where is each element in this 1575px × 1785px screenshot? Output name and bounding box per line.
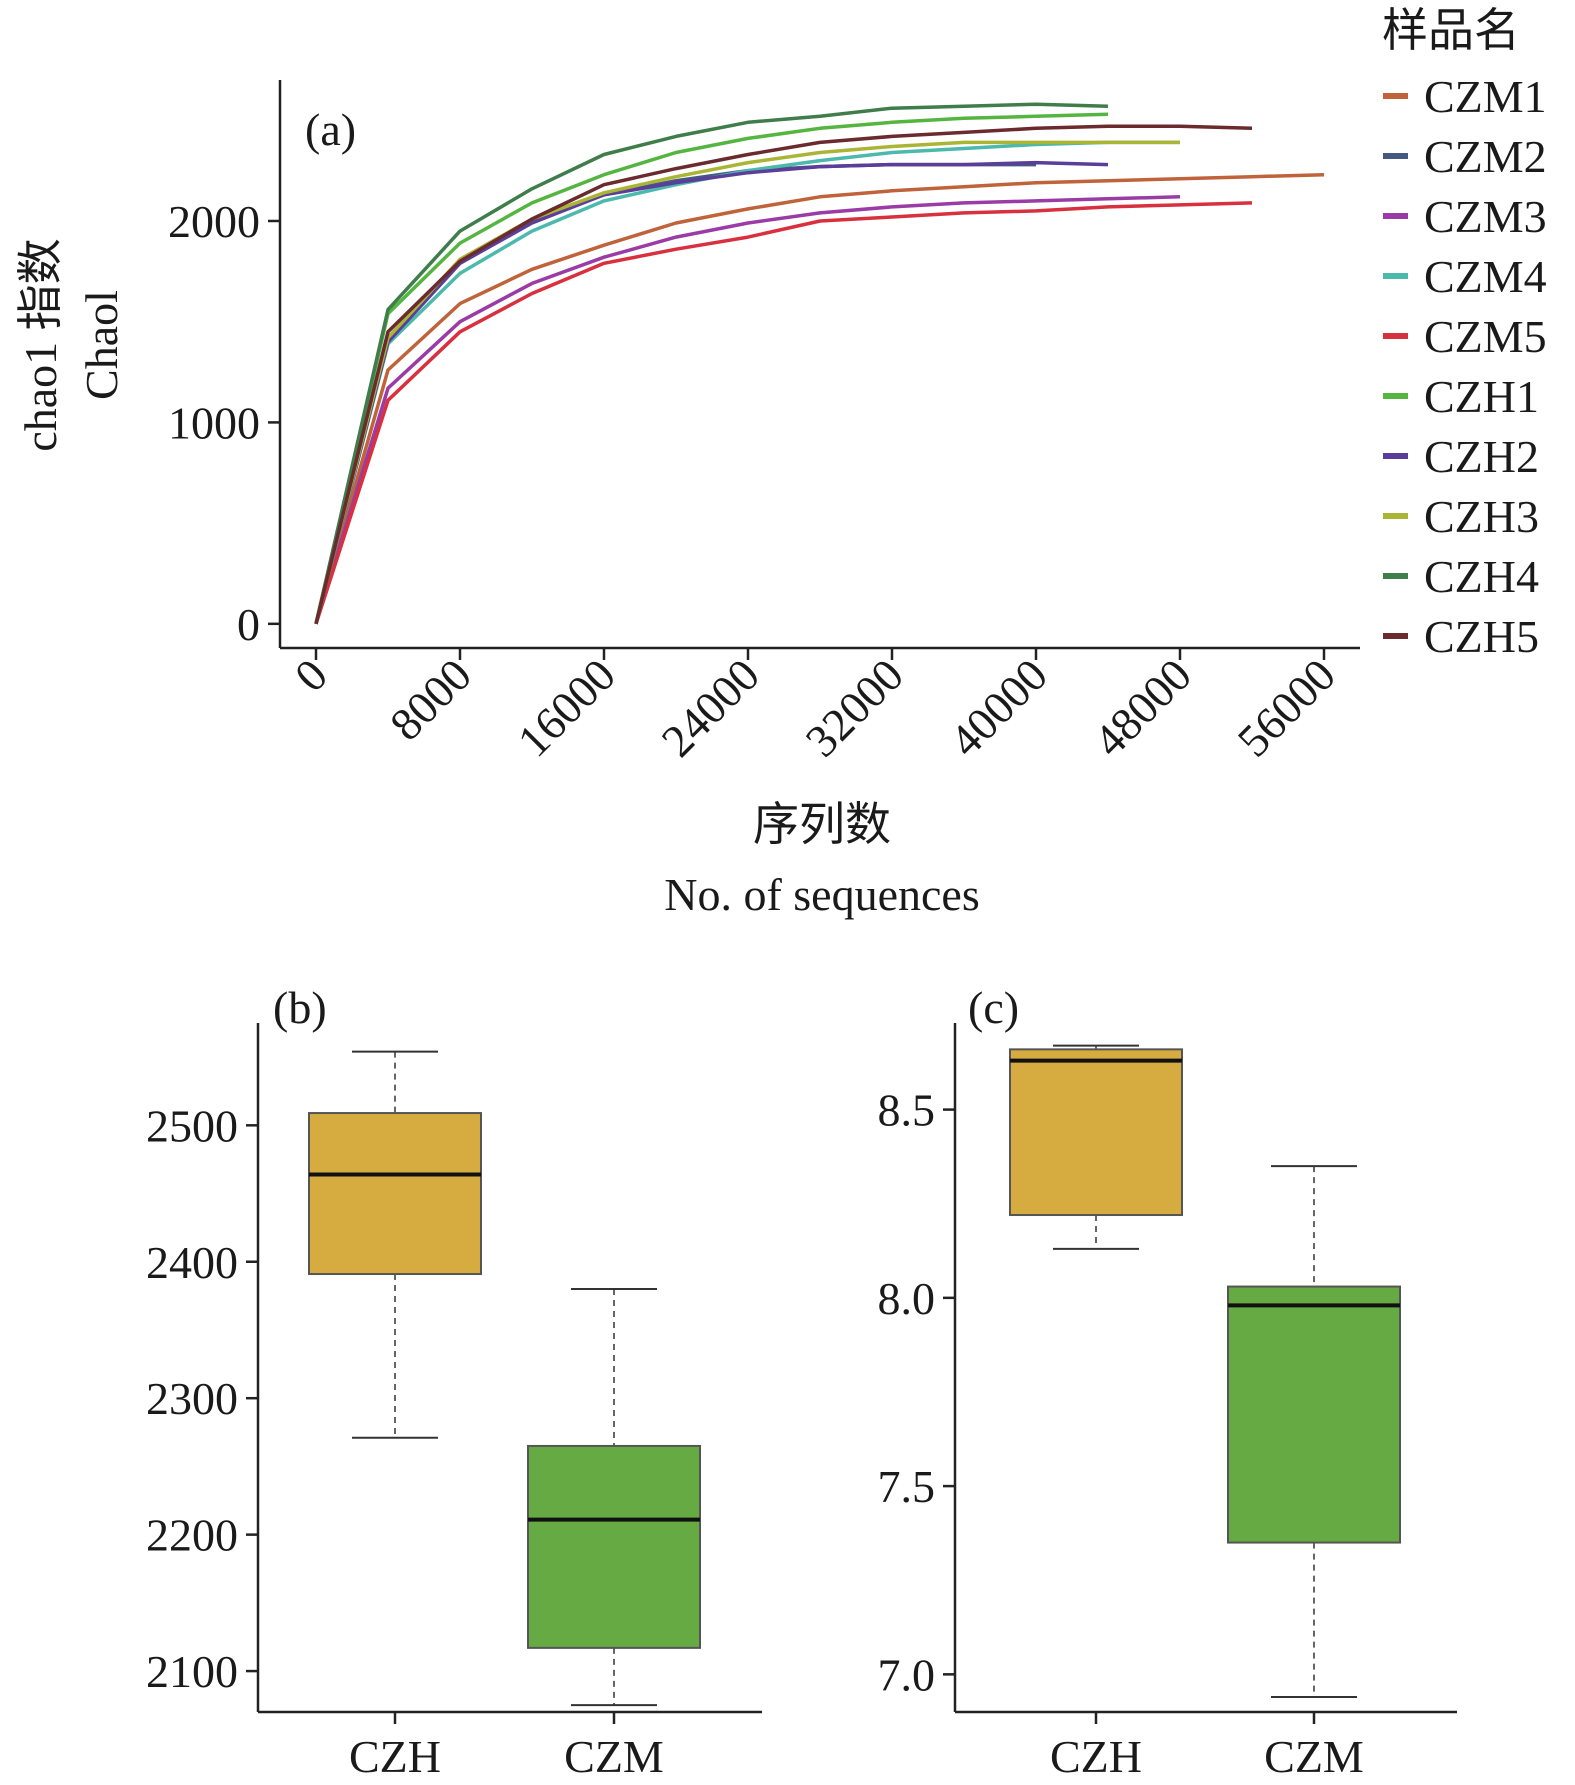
legend-item-czm1: CZM1 (1424, 71, 1547, 122)
panel-c-y-tick-label: 7.5 (878, 1461, 936, 1512)
panel-b-boxplot: 2100 2200 2300 2400 2500 CZH CZM (b) (146, 982, 762, 1782)
panel-a-x-label-cn: 序列数 (753, 799, 891, 850)
series-line-czh1 (314, 112, 1109, 625)
box-czh (1009, 1048, 1183, 1217)
box-czh (308, 1112, 482, 1276)
legend-item-czh2: CZH2 (1424, 431, 1539, 482)
legend-item-czm3: CZM3 (1424, 191, 1547, 242)
panel-b-y-tick-label: 2100 (146, 1646, 238, 1697)
box-czm (1227, 1285, 1401, 1544)
series-line-czm3 (314, 195, 1181, 625)
series-line-czm1 (314, 172, 1325, 625)
panel-a-x-tick-label: 8000 (380, 649, 481, 750)
panel-a-y-ticks: 0 1000 2000 (168, 196, 280, 650)
series-line-czm2 (314, 162, 1036, 625)
legend-item-czm5: CZM5 (1424, 311, 1547, 362)
panel-a-x-tick-label: 32000 (796, 649, 913, 766)
panel-c-y-tick-label: 7.0 (878, 1649, 936, 1700)
panel-a-rarefaction-chart: 0 1000 2000 0 8000 16000 24000 32000 40000 48000… (15, 5, 1547, 920)
legend-item-czh3: CZH3 (1424, 491, 1539, 542)
panel-b-y-ticks: 2100 2200 2300 2400 2500 (146, 1100, 258, 1697)
panel-b-boxes (308, 1050, 701, 1707)
panel-b-x-tick-label: CZM (564, 1731, 664, 1782)
panel-b-label: (b) (273, 982, 327, 1033)
panel-c-boxes (1009, 1044, 1401, 1698)
series-line-czh3 (314, 140, 1180, 625)
panel-a-legend: 样品名 CZM1 CZM2 CZM3 CZM4 CZM5 CZH1 CZH2 CZH3 CZH4… (1382, 5, 1547, 662)
panel-a-x-tick-label: 40000 (940, 649, 1057, 766)
panel-b-x-ticks: CZH CZM (349, 1712, 664, 1782)
series-line-czm5 (314, 201, 1253, 625)
panel-c-x-tick-label: CZM (1264, 1731, 1364, 1782)
panel-a-y-tick-label: 0 (237, 599, 260, 650)
panel-c-label: (c) (968, 982, 1019, 1033)
series-line-czh4 (314, 102, 1109, 625)
panel-a-y-tick-label: 2000 (168, 196, 260, 247)
panel-a-y-label-cn: chao1 指数 (15, 238, 66, 451)
panel-a-x-tick-label: 0 (285, 649, 337, 701)
panel-b-y-tick-label: 2500 (146, 1100, 238, 1151)
panel-a-x-tick-label: 56000 (1228, 649, 1345, 766)
series-line-czh2 (314, 160, 1109, 625)
legend-item-czh1: CZH1 (1424, 371, 1539, 422)
panel-a-x-tick-label: 16000 (508, 649, 625, 766)
panel-c-y-tick-label: 8.5 (878, 1085, 936, 1136)
panel-a-series-lines (314, 102, 1325, 625)
legend-item-czm4: CZM4 (1424, 251, 1547, 302)
legend-item-czm2: CZM2 (1424, 131, 1547, 182)
panel-b-x-tick-label: CZH (349, 1731, 441, 1782)
box-czm (527, 1444, 701, 1649)
panel-c-y-tick-label: 8.0 (878, 1273, 936, 1324)
panel-c-x-tick-label: CZH (1050, 1731, 1142, 1782)
panel-b-y-tick-label: 2200 (146, 1510, 238, 1561)
series-line-czh5 (314, 124, 1253, 625)
series-line-czm4 (314, 140, 1180, 625)
panel-b-y-tick-label: 2400 (146, 1237, 238, 1288)
panel-c-x-ticks: CZH CZM (1050, 1712, 1364, 1782)
panel-a-y-label-en: Chaol (76, 290, 127, 400)
legend-item-czh5: CZH5 (1424, 611, 1539, 662)
panel-c-boxplot: 7.0 7.5 8.0 8.5 CZH CZM (c) (878, 982, 1457, 1782)
panel-a-label: (a) (305, 104, 356, 155)
legend-title: 样品名 (1382, 5, 1520, 56)
panel-a-x-label-en: No. of sequences (664, 869, 980, 920)
panel-b-y-tick-label: 2300 (146, 1373, 238, 1424)
panel-a-x-ticks: 0 8000 16000 24000 32000 40000 48000 56000 (285, 648, 1345, 766)
panel-a-y-tick-label: 1000 (168, 397, 260, 448)
panel-c-y-ticks: 7.0 7.5 8.0 8.5 (878, 1085, 955, 1700)
legend-item-czh4: CZH4 (1424, 551, 1539, 602)
panel-a-x-tick-label: 24000 (652, 649, 769, 766)
panel-a-x-tick-label: 48000 (1084, 649, 1201, 766)
